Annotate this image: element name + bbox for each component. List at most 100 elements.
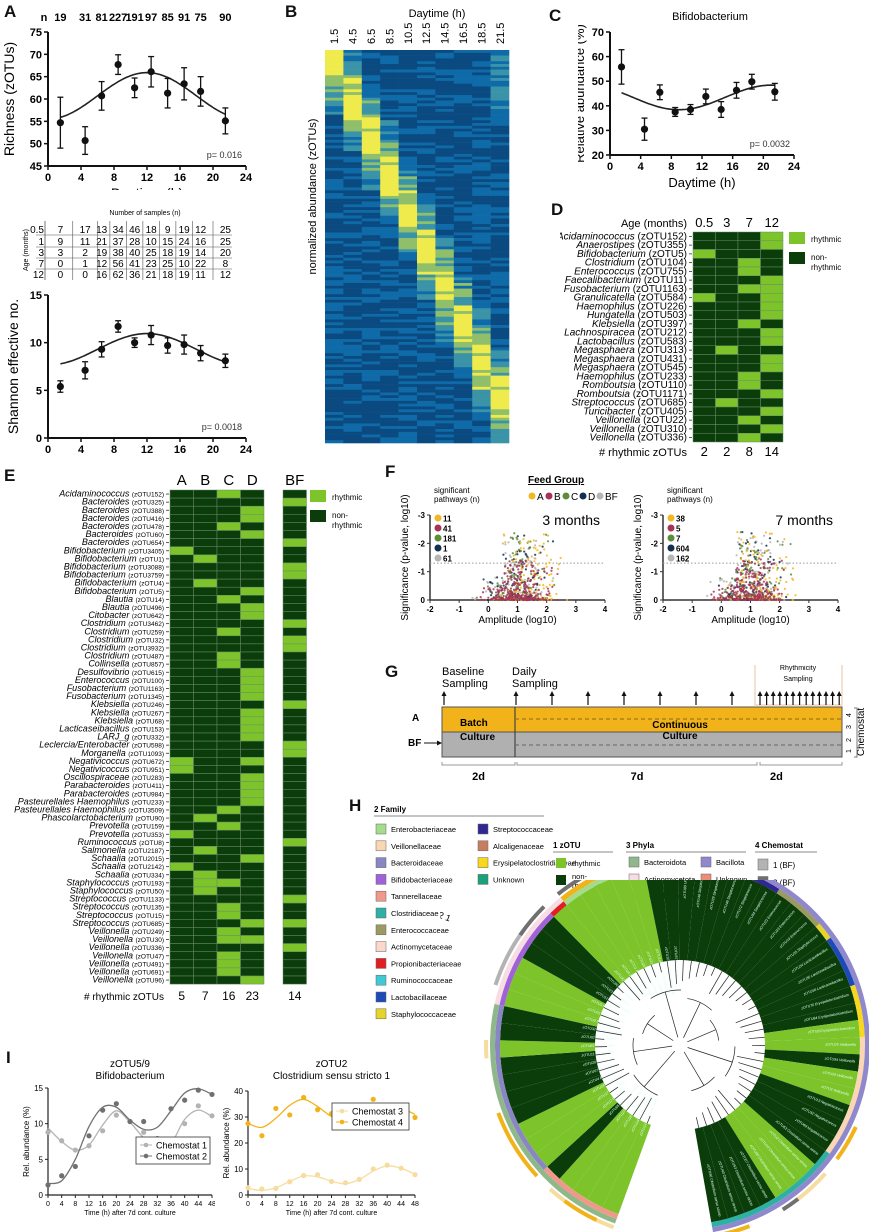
heatmap-cell <box>417 400 436 404</box>
genus-name: Citobacter <box>88 610 132 620</box>
heatmap-cell <box>361 221 381 225</box>
heatmap-cell <box>380 341 399 346</box>
heatmap-cell <box>490 330 510 334</box>
x-tick-label: 8 <box>111 444 117 456</box>
scatter-point <box>546 593 549 597</box>
scatter-point <box>736 578 740 581</box>
heatmap-cell <box>361 92 381 96</box>
data-point <box>195 1087 201 1093</box>
heatmap-cell <box>435 392 455 396</box>
heatmap-cell <box>361 64 381 68</box>
heatmap-cell <box>240 838 265 847</box>
x-tick-label: 0 <box>607 161 613 173</box>
data-point <box>245 1120 251 1127</box>
heatmap-cell <box>380 277 399 281</box>
heatmap-cell <box>325 358 344 362</box>
heatmap-cell <box>472 288 491 292</box>
scatter-point <box>734 593 737 596</box>
genus-name: Romboutsia <box>582 380 638 391</box>
scatter-point <box>528 595 531 599</box>
heatmap-cell <box>325 339 344 343</box>
heatmap-cell <box>343 277 363 281</box>
heatmap-cell <box>325 412 344 416</box>
family-label: Enterococcaceae <box>391 926 449 935</box>
heatmap-cell <box>325 389 344 393</box>
heatmap-cell <box>435 226 455 230</box>
heatmap-cell <box>361 355 381 360</box>
scatter-point <box>757 595 760 598</box>
heatmap-cell <box>380 294 399 298</box>
scatter-point <box>746 597 749 600</box>
scatter-point <box>756 584 759 587</box>
heatmap-cell <box>343 162 363 166</box>
heatmap-cell <box>325 240 344 244</box>
heatmap-cell <box>343 232 363 236</box>
heatmap-cell <box>193 732 218 742</box>
heatmap-column-header-bf: BF <box>285 472 304 489</box>
scatter-point <box>762 598 766 602</box>
heatmap-cell <box>398 159 418 163</box>
heatmap-cell <box>361 313 381 317</box>
heatmap-cell-bf <box>282 700 307 709</box>
heatmap-cell <box>435 212 455 216</box>
heatmap-cell <box>325 277 344 281</box>
heatmap-cell <box>715 240 739 250</box>
heatmap-cell <box>169 878 194 888</box>
sample-table-cell: 25 <box>162 259 174 270</box>
heatmap-cell <box>380 381 399 385</box>
heatmap-cell <box>169 692 194 701</box>
scatter-point <box>739 573 743 576</box>
heatmap-cell <box>435 282 455 287</box>
tree-leaf-label: zOTU29 Veillonella <box>821 1070 853 1080</box>
x-tick-label: 3 <box>574 605 579 614</box>
heatmap-cell <box>435 409 455 413</box>
heatmap-cell <box>193 975 218 985</box>
heatmap-cell <box>472 280 491 284</box>
zotu-id: (zOTU654) <box>132 540 164 547</box>
heatmap-cell <box>398 153 418 157</box>
heatmap-cell <box>380 165 399 169</box>
scatter-point <box>517 568 520 571</box>
heatmap-cell-bf <box>282 862 307 871</box>
heatmap-cell <box>380 226 399 230</box>
heatmap-cell <box>343 417 363 421</box>
family-ring-segment <box>550 901 567 917</box>
scatter-point <box>545 554 548 557</box>
panel-label-h: H <box>349 796 362 815</box>
heatmap-cell <box>398 358 418 362</box>
heatmap-row-label: Anaerostipes (zOTU355) <box>575 240 687 251</box>
scatter-point <box>750 581 753 585</box>
heatmap-cell <box>380 417 399 421</box>
heatmap-cell <box>216 805 241 815</box>
sample-table-cell: 37 <box>113 237 125 248</box>
heatmap-cell <box>169 595 194 604</box>
heatmap-cell <box>417 97 436 101</box>
heatmap-cell <box>453 69 473 73</box>
heatmap-cell <box>435 137 455 141</box>
heatmap-cell <box>343 316 363 320</box>
heatmap-cell <box>453 78 473 82</box>
zotu-id: (zOTU249) <box>132 929 164 936</box>
heatmap-cell <box>398 229 418 233</box>
heatmap-cell <box>240 732 265 742</box>
heatmap-cell <box>240 619 265 628</box>
heatmap-cell <box>343 358 363 362</box>
heatmap-cell <box>325 193 344 197</box>
heatmap-cell <box>417 254 436 259</box>
heatmap-cell <box>453 257 473 261</box>
heatmap-cell <box>325 302 344 306</box>
zotu-id: (zOTU1163) <box>633 284 687 295</box>
heatmap-cell <box>240 789 265 799</box>
heatmap-cell <box>435 412 455 416</box>
heatmap-cell <box>169 700 194 709</box>
genus-name: Bifidobacterium <box>75 578 140 588</box>
heatmap-cell <box>325 406 344 410</box>
heatmap-cell <box>380 198 399 202</box>
scatter-point <box>504 543 507 546</box>
heatmap-cell <box>760 266 784 276</box>
heatmap-cell <box>453 333 473 337</box>
heatmap-cell <box>417 240 436 244</box>
heatmap-cell <box>472 299 491 303</box>
heatmap-row-label: Staphylococcus (zOTU193) <box>66 877 164 887</box>
heatmap-cell <box>472 179 491 183</box>
